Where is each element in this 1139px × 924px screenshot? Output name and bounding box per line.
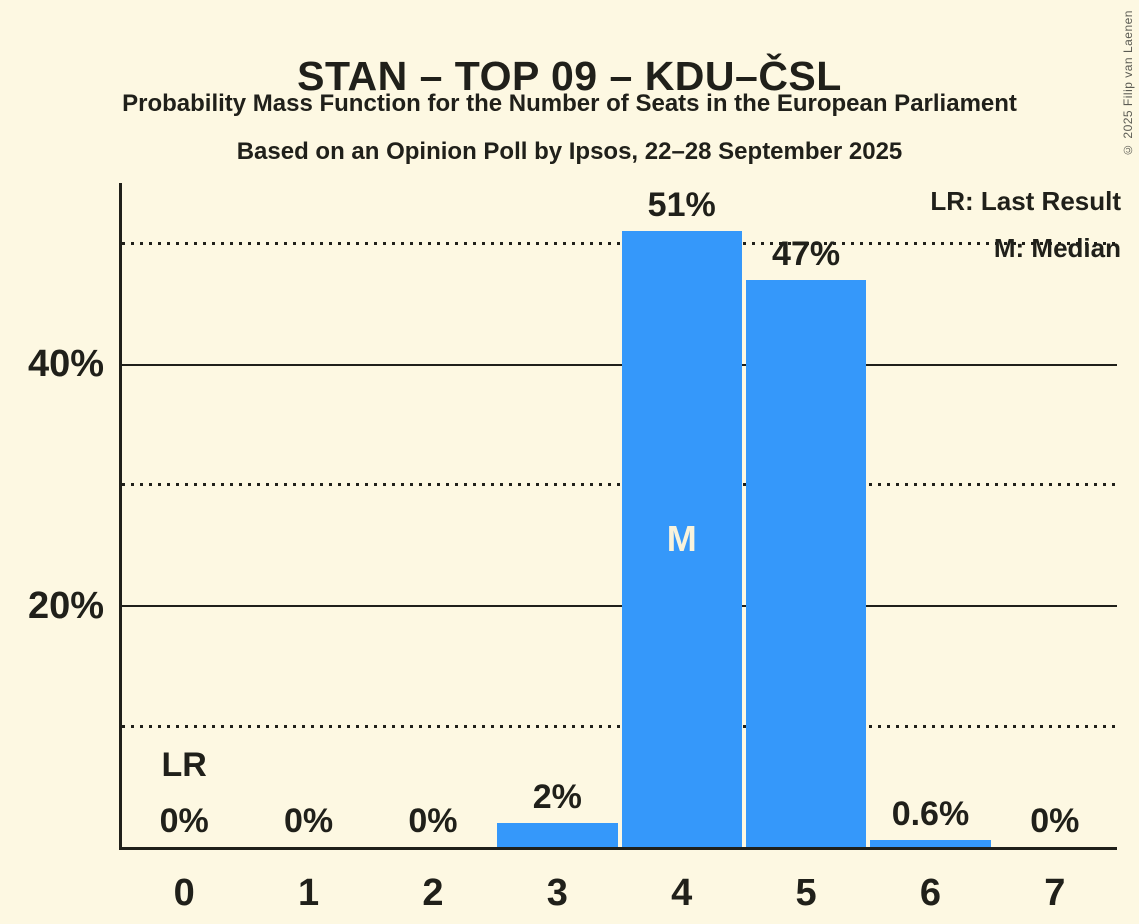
bar-seat-5 — [745, 279, 867, 847]
chart-sub-subtitle: Based on an Opinion Poll by Ipsos, 22–28… — [236, 138, 903, 165]
chart-subtitle: Probability Mass Function for the Number… — [122, 90, 1017, 117]
bar-value-label: 0% — [1030, 802, 1080, 840]
x-tick-label: 6 — [919, 872, 941, 914]
bar-value-label: 51% — [647, 186, 716, 225]
median-label: M — [666, 518, 697, 560]
gridline-10pct — [122, 724, 1117, 728]
legend-last-result: LR: Last Result — [930, 186, 1121, 216]
bar-value-label: 47% — [772, 234, 841, 273]
x-tick-label: 0 — [173, 872, 195, 914]
x-tick-label: 3 — [546, 872, 568, 914]
x-tick-label: 7 — [1044, 872, 1066, 914]
last-result-label: LR — [161, 746, 207, 784]
bar-value-label: 0% — [159, 802, 209, 840]
gridline-50pct — [122, 241, 1117, 245]
x-tick-label: 4 — [671, 872, 693, 914]
chart-plot-area: 20% 40% 0% 0 0% 1 0% 2 2% 3 51% 4 47% 5 0.6% 6 0% 7 M LR — [28, 183, 1117, 914]
bar-seat-3 — [497, 822, 618, 847]
bar-value-label: 0.6% — [891, 794, 970, 833]
x-tick-label: 2 — [422, 872, 444, 914]
bar-seat-4 — [621, 231, 742, 847]
gridline-30pct — [122, 483, 1117, 487]
bar-seat-6 — [870, 839, 991, 847]
y-tick-label: 20% — [27, 584, 104, 627]
gridline-20pct — [122, 605, 1117, 608]
chart-title: STAN – TOP 09 – KDU–ČSL — [297, 53, 842, 100]
x-tick-label: 1 — [297, 872, 320, 914]
copyright-notice: © 2025 Filip van Laenen — [1121, 10, 1135, 157]
legend-median: M: Median — [993, 233, 1121, 263]
x-tick-label: 5 — [795, 872, 817, 914]
gridline-40pct — [122, 363, 1117, 366]
y-tick-label: 40% — [27, 343, 104, 386]
bar-value-label: 0% — [408, 802, 458, 840]
bar-value-label: 2% — [532, 777, 582, 816]
bar-value-label: 0% — [283, 802, 334, 840]
chart-legend: LR: Last Result M: Median — [930, 178, 1121, 272]
